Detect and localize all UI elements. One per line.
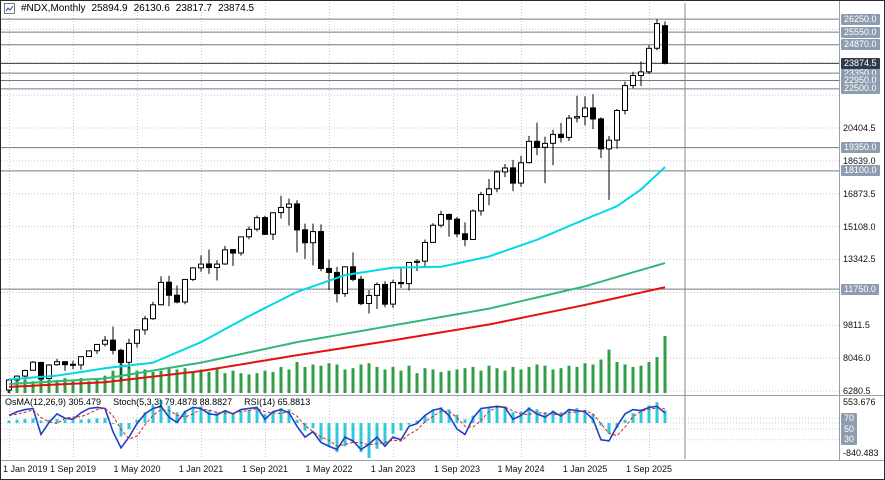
date-label: 1 May 2024 [497, 464, 545, 474]
date-label: 1 Jan 2021 [178, 464, 224, 474]
ma-slow-line [8, 286, 666, 388]
panel-separators [1, 1, 884, 461]
date-label: 1 Sep 2023 [433, 464, 481, 474]
date-label: 1 Jan 2019 [3, 464, 48, 474]
indicator-panel [1, 400, 839, 458]
date-label: 1 Sep 2025 [625, 464, 673, 474]
date-label: 1 May 2022 [305, 464, 353, 474]
level-lines [1, 18, 839, 290]
stoch-main-line [8, 405, 666, 451]
date-label: 1 Sep 2019 [49, 464, 97, 474]
ma-mid-line [8, 262, 666, 386]
candles [6, 19, 668, 394]
date-label: 1 Sep 2021 [241, 464, 289, 474]
grid-lines [1, 3, 839, 459]
stoch-signal-line [8, 406, 666, 447]
time-axis[interactable]: 1 Jan 2019 1 Sep 2019 1 May 2020 1 Jan 2021… [1, 462, 884, 479]
date-label: 1 Jan 2025 [562, 464, 608, 474]
date-label: 1 Jan 2023 [370, 464, 416, 474]
date-label: 1 May 2020 [113, 464, 161, 474]
moving-average-lines [8, 166, 666, 388]
ma-fast-line [8, 166, 666, 381]
